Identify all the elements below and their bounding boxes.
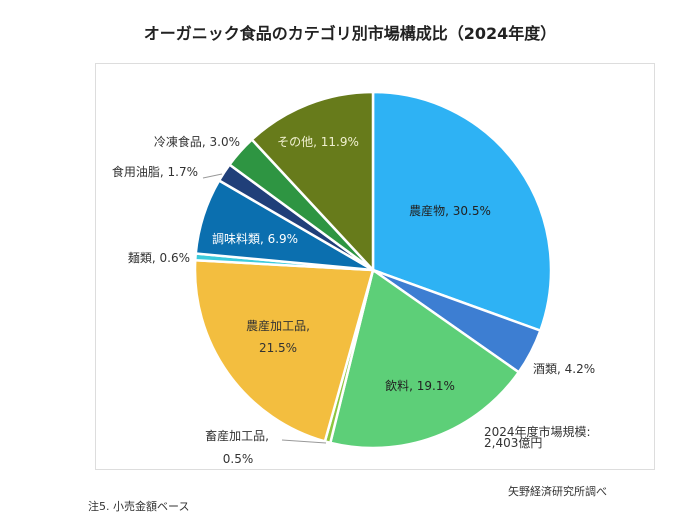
slice-label: 農産物, 30.5%	[409, 203, 491, 218]
leader-line	[281, 439, 327, 444]
slice-label: 冷凍食品, 3.0%	[154, 134, 240, 149]
chart-frame	[95, 63, 655, 470]
leader-line	[202, 173, 223, 179]
slice-label: その他, 11.9%	[277, 135, 359, 149]
slice-label: 農産加工品,	[246, 318, 310, 333]
slice-label: 畜産加工品,	[205, 428, 269, 443]
slice-label: 食用油脂, 1.7%	[112, 164, 198, 179]
source-credit: 矢野経済研究所調べ	[508, 485, 607, 498]
pie-slice-1	[371, 90, 553, 333]
slice-label: 飲料, 19.1%	[385, 378, 455, 393]
footnote: 注5. 小売金額ベース	[88, 500, 190, 513]
pie-slice-3	[328, 267, 521, 450]
slice-label: 麺類, 0.6%	[128, 251, 190, 265]
market-size-annotation: 2024年度市場規模:	[484, 424, 591, 439]
slice-label-value: 0.5%	[223, 452, 254, 466]
market-size-annotation: 2,403億円	[484, 436, 542, 450]
slice-label: 酒類, 4.2%	[533, 362, 595, 376]
slice-label: 調味料類, 6.9%	[212, 232, 298, 246]
chart-title: オーガニック食品のカテゴリ別市場構成比（2024年度）	[143, 24, 557, 43]
slice-label-value: 21.5%	[259, 341, 297, 355]
pie-slice-5	[193, 258, 375, 443]
pie-slice-10	[250, 90, 375, 274]
